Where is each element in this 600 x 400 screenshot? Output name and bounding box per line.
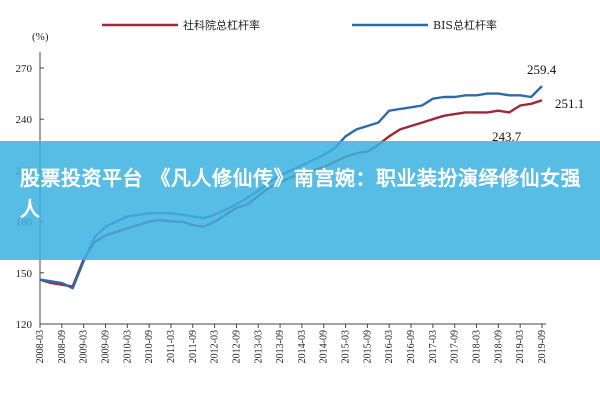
x-tick-label: 2016-03 [384, 330, 395, 363]
x-tick-label: 2018-09 [493, 330, 504, 363]
annotation-bis-end: 259.4 [527, 62, 557, 77]
annotation-cass-end: 251.1 [555, 96, 584, 111]
y-tick-label: 270 [16, 63, 33, 75]
x-tick-label: 2014-09 [319, 330, 330, 363]
x-tick-label: 2013-09 [275, 330, 286, 363]
x-tick-label: 2017-03 [428, 330, 439, 363]
headline-text: 股票投资平台 《凡人修仙传》南宫婉：职业装扮演绎修仙女强人 [20, 166, 581, 221]
x-tick-label: 2012-03 [210, 330, 221, 363]
x-tick-label: 2013-03 [253, 330, 264, 363]
x-tick-label: 2010-09 [144, 330, 155, 363]
chart-legend: 社科院总杠杆率 BIS总杠杆率 [102, 18, 497, 32]
x-tick-label: 2019-09 [537, 330, 548, 363]
legend-label-bis: BIS总杠杆率 [433, 18, 497, 32]
x-tick-label: 2009-09 [100, 330, 111, 363]
x-tick-label: 2008-03 [35, 330, 46, 363]
x-tick-label: 2012-09 [231, 330, 242, 363]
y-tick-label: 240 [16, 114, 33, 126]
x-tick-label: 2018-03 [472, 330, 483, 363]
x-tick-label: 2015-09 [362, 330, 373, 363]
x-tick-label: 2019-03 [515, 330, 526, 363]
x-tick-label: 2015-03 [341, 330, 352, 363]
legend-label-cass: 社科院总杠杆率 [183, 18, 260, 32]
x-tick-label: 2011-09 [188, 330, 199, 363]
headline-banner: 股票投资平台 《凡人修仙传》南宫婉：职业装扮演绎修仙女强人 [0, 141, 600, 260]
annotation-cass-mid: 243.7 [492, 129, 522, 144]
x-tick-label: 2009-03 [79, 330, 90, 363]
x-axis-ticks: 2008-03 2008-09 2009-03 2009-09 2010-03 2010-… [35, 324, 548, 363]
x-tick-label: 2010-03 [122, 330, 133, 363]
y-tick-label: 120 [16, 319, 33, 331]
x-tick-label: 2008-09 [57, 330, 68, 363]
x-tick-label: 2017-09 [450, 330, 461, 363]
x-tick-label: 2014-03 [297, 330, 308, 363]
x-tick-label: 2016-09 [406, 330, 417, 363]
x-tick-label: 2011-03 [166, 330, 177, 363]
y-unit-label: (%) [32, 31, 49, 43]
y-tick-label: 150 [16, 268, 33, 280]
